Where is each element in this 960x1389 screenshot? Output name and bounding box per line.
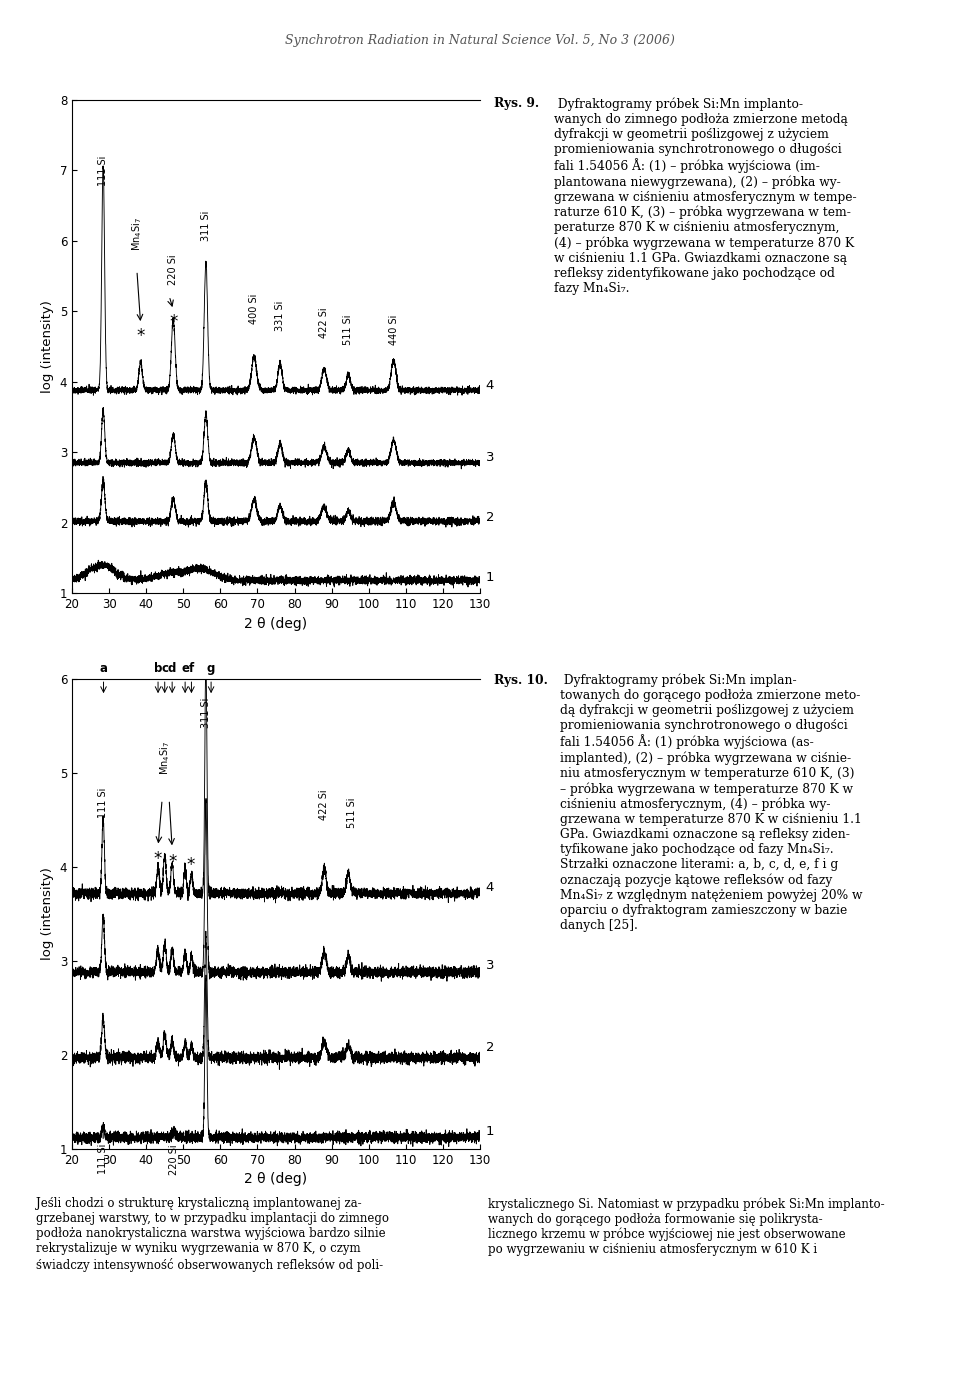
Text: 400 Si: 400 Si [249, 293, 259, 324]
Text: 511 Si: 511 Si [344, 315, 353, 344]
Y-axis label: log (intensity): log (intensity) [41, 300, 54, 393]
Text: Dyfraktogramy próbek Si:Mn implanto-
wanych do zimnego podłoża zmierzone metodą
: Dyfraktogramy próbek Si:Mn implanto- wan… [554, 97, 856, 294]
Y-axis label: log (intensity): log (intensity) [41, 868, 54, 960]
Text: 1: 1 [486, 571, 494, 585]
X-axis label: 2 θ (deg): 2 θ (deg) [245, 617, 307, 631]
Text: 422 Si: 422 Si [320, 307, 329, 338]
Text: 311 Si: 311 Si [201, 211, 211, 240]
Text: b: b [154, 661, 162, 675]
Text: 331 Si: 331 Si [276, 300, 285, 331]
Text: Jeśli chodzi o strukturę krystaliczną implantowanej za-
grzebanej warstwy, to w : Jeśli chodzi o strukturę krystaliczną im… [36, 1197, 390, 1271]
Text: Rys. 10.: Rys. 10. [494, 674, 548, 686]
X-axis label: 2 θ (deg): 2 θ (deg) [245, 1172, 307, 1186]
Text: 440 Si: 440 Si [389, 315, 398, 344]
Text: Mn$_4$Si$_7$: Mn$_4$Si$_7$ [157, 740, 172, 775]
Text: *: * [186, 856, 195, 874]
Text: Dyfraktogramy próbek Si:Mn implan-
towanych do gorącego podłoża zmierzone meto-
: Dyfraktogramy próbek Si:Mn implan- towan… [560, 674, 862, 932]
Text: e: e [181, 661, 189, 675]
Text: 111 Si: 111 Si [98, 788, 108, 818]
Text: d: d [168, 661, 177, 675]
Text: *: * [169, 313, 178, 331]
Text: 511 Si: 511 Si [347, 797, 357, 828]
Text: 111 Si: 111 Si [98, 1145, 108, 1174]
Text: a: a [100, 661, 108, 675]
Text: 422 Si: 422 Si [320, 789, 329, 820]
Text: 2: 2 [486, 511, 494, 524]
Text: 220 Si: 220 Si [169, 1145, 179, 1175]
Text: g: g [207, 661, 215, 675]
Text: 311 Si: 311 Si [201, 697, 211, 728]
Text: Synchrotron Radiation in Natural Science Vol. 5, No 3 (2006): Synchrotron Radiation in Natural Science… [285, 33, 675, 47]
Text: *: * [169, 853, 177, 871]
Text: Mn$_4$Si$_7$: Mn$_4$Si$_7$ [130, 217, 144, 251]
Text: krystalicznego Si. Natomiast w przypadku próbek Si:Mn implanto-
wanych do gorące: krystalicznego Si. Natomiast w przypadku… [488, 1197, 884, 1257]
Text: c: c [161, 661, 168, 675]
Text: 3: 3 [486, 960, 494, 972]
Text: 4: 4 [486, 379, 494, 392]
Text: *: * [136, 326, 145, 344]
Text: *: * [154, 850, 161, 868]
Text: 4: 4 [486, 881, 494, 895]
Text: Rys. 9.: Rys. 9. [494, 97, 540, 110]
Text: 111 Si: 111 Si [98, 156, 108, 186]
Text: 2: 2 [486, 1040, 494, 1054]
Text: f: f [189, 661, 194, 675]
Text: 220 Si: 220 Si [168, 254, 179, 285]
Text: 1: 1 [486, 1125, 494, 1139]
Text: 3: 3 [486, 451, 494, 464]
